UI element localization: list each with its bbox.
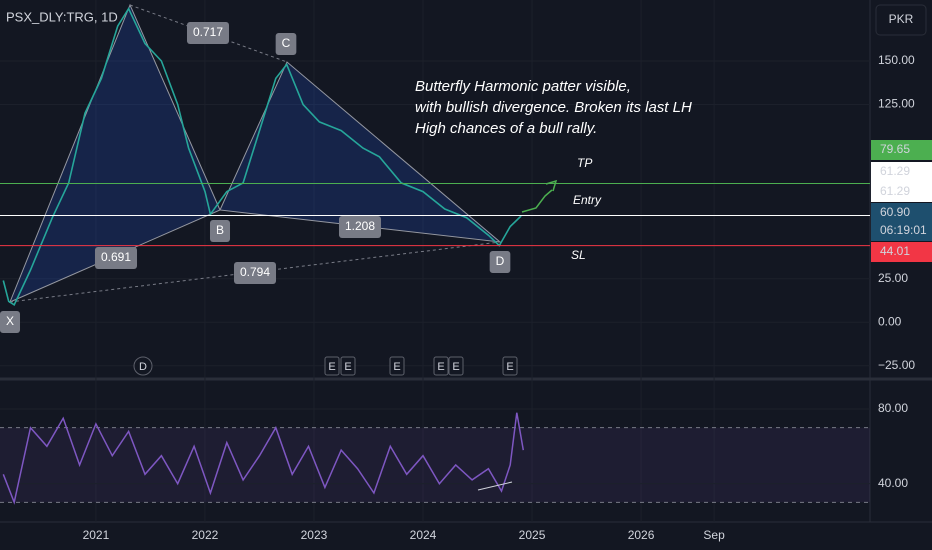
event-marker <box>448 356 464 376</box>
x-tick-label: 2021 <box>83 528 110 542</box>
pattern-point: D <box>496 254 505 268</box>
level-label: SL <box>571 248 586 262</box>
y-tick-label: 125.00 <box>878 97 915 111</box>
rsi-band <box>0 427 870 503</box>
y-tick-label: 0.00 <box>878 314 902 328</box>
annotation-line: High chances of a bull rally. <box>415 120 597 137</box>
price-tag-label: 61.29 <box>880 184 910 198</box>
pattern-point-box <box>0 311 21 333</box>
event-marker <box>133 356 153 376</box>
y-tick-label: −25.00 <box>878 358 915 372</box>
pattern-point-box <box>489 251 511 273</box>
pattern-ratio: 0.794 <box>240 265 270 279</box>
event-label: E <box>328 361 335 373</box>
price-line <box>2 7 522 306</box>
y-tick-label: 80.00 <box>878 401 908 415</box>
pattern-point: X <box>6 314 14 328</box>
event-marker <box>389 356 405 376</box>
pattern-point: C <box>282 36 291 50</box>
pattern-ac <box>129 4 288 63</box>
price-tag-label: 60.90 <box>880 205 910 219</box>
price-tag-label: 44.01 <box>880 244 910 258</box>
pattern-ratio: 0.717 <box>193 25 223 39</box>
pattern-ratio-box <box>186 22 230 44</box>
divergence-line <box>477 481 513 491</box>
rsi-line <box>2 412 525 505</box>
level-label: Entry <box>573 193 602 207</box>
pattern-ratio-box <box>233 262 277 284</box>
currency[interactable]: PKR <box>889 12 914 26</box>
price-tag <box>871 203 932 241</box>
pattern-point-box <box>209 220 231 242</box>
event-label: E <box>437 361 444 373</box>
x-tick-label: 2024 <box>410 528 437 542</box>
price-tag-label: 61.29 <box>880 164 910 178</box>
price-tag <box>871 162 932 182</box>
y-tick-label: 40.00 <box>878 476 908 490</box>
price-tag <box>871 242 932 262</box>
event-label: E <box>506 361 513 373</box>
event-label: E <box>452 361 459 373</box>
event-label: E <box>344 361 351 373</box>
pattern-point-box <box>275 33 297 55</box>
countdown: 06:19:01 <box>880 223 927 237</box>
currency-button[interactable] <box>875 4 927 36</box>
symbol-title: PSX_DLY:TRG, 1D <box>6 9 118 24</box>
annotation-line: Butterfly Harmonic patter visible, <box>415 78 631 95</box>
y-tick-label: 25.00 <box>878 271 908 285</box>
x-tick-label: 2023 <box>301 528 328 542</box>
level-label: TP <box>577 156 592 170</box>
annotation-line: with bullish divergence. Broken its last… <box>415 99 692 116</box>
pattern-ratio-box <box>338 216 382 238</box>
event-label: D <box>139 361 147 373</box>
pattern-ratio: 1.208 <box>345 219 375 233</box>
event-marker <box>502 356 518 376</box>
event-marker <box>340 356 356 376</box>
event-label: E <box>393 361 400 373</box>
projection-arrow <box>521 179 558 213</box>
x-tick-label: 2025 <box>519 528 546 542</box>
pattern-ratio: 0.691 <box>101 250 131 264</box>
x-tick-label: 2022 <box>192 528 219 542</box>
event-marker <box>433 356 449 376</box>
price-tag-label: 79.65 <box>880 142 910 156</box>
y-tick-label: 150.00 <box>878 53 915 67</box>
event-marker <box>324 356 340 376</box>
pattern-point: B <box>216 223 224 237</box>
price-tag <box>871 182 932 202</box>
x-tick-label: 2026 <box>628 528 655 542</box>
pattern-ratio-box <box>94 247 138 269</box>
x-tick-label: Sep <box>703 528 725 542</box>
price-tag <box>871 140 932 160</box>
